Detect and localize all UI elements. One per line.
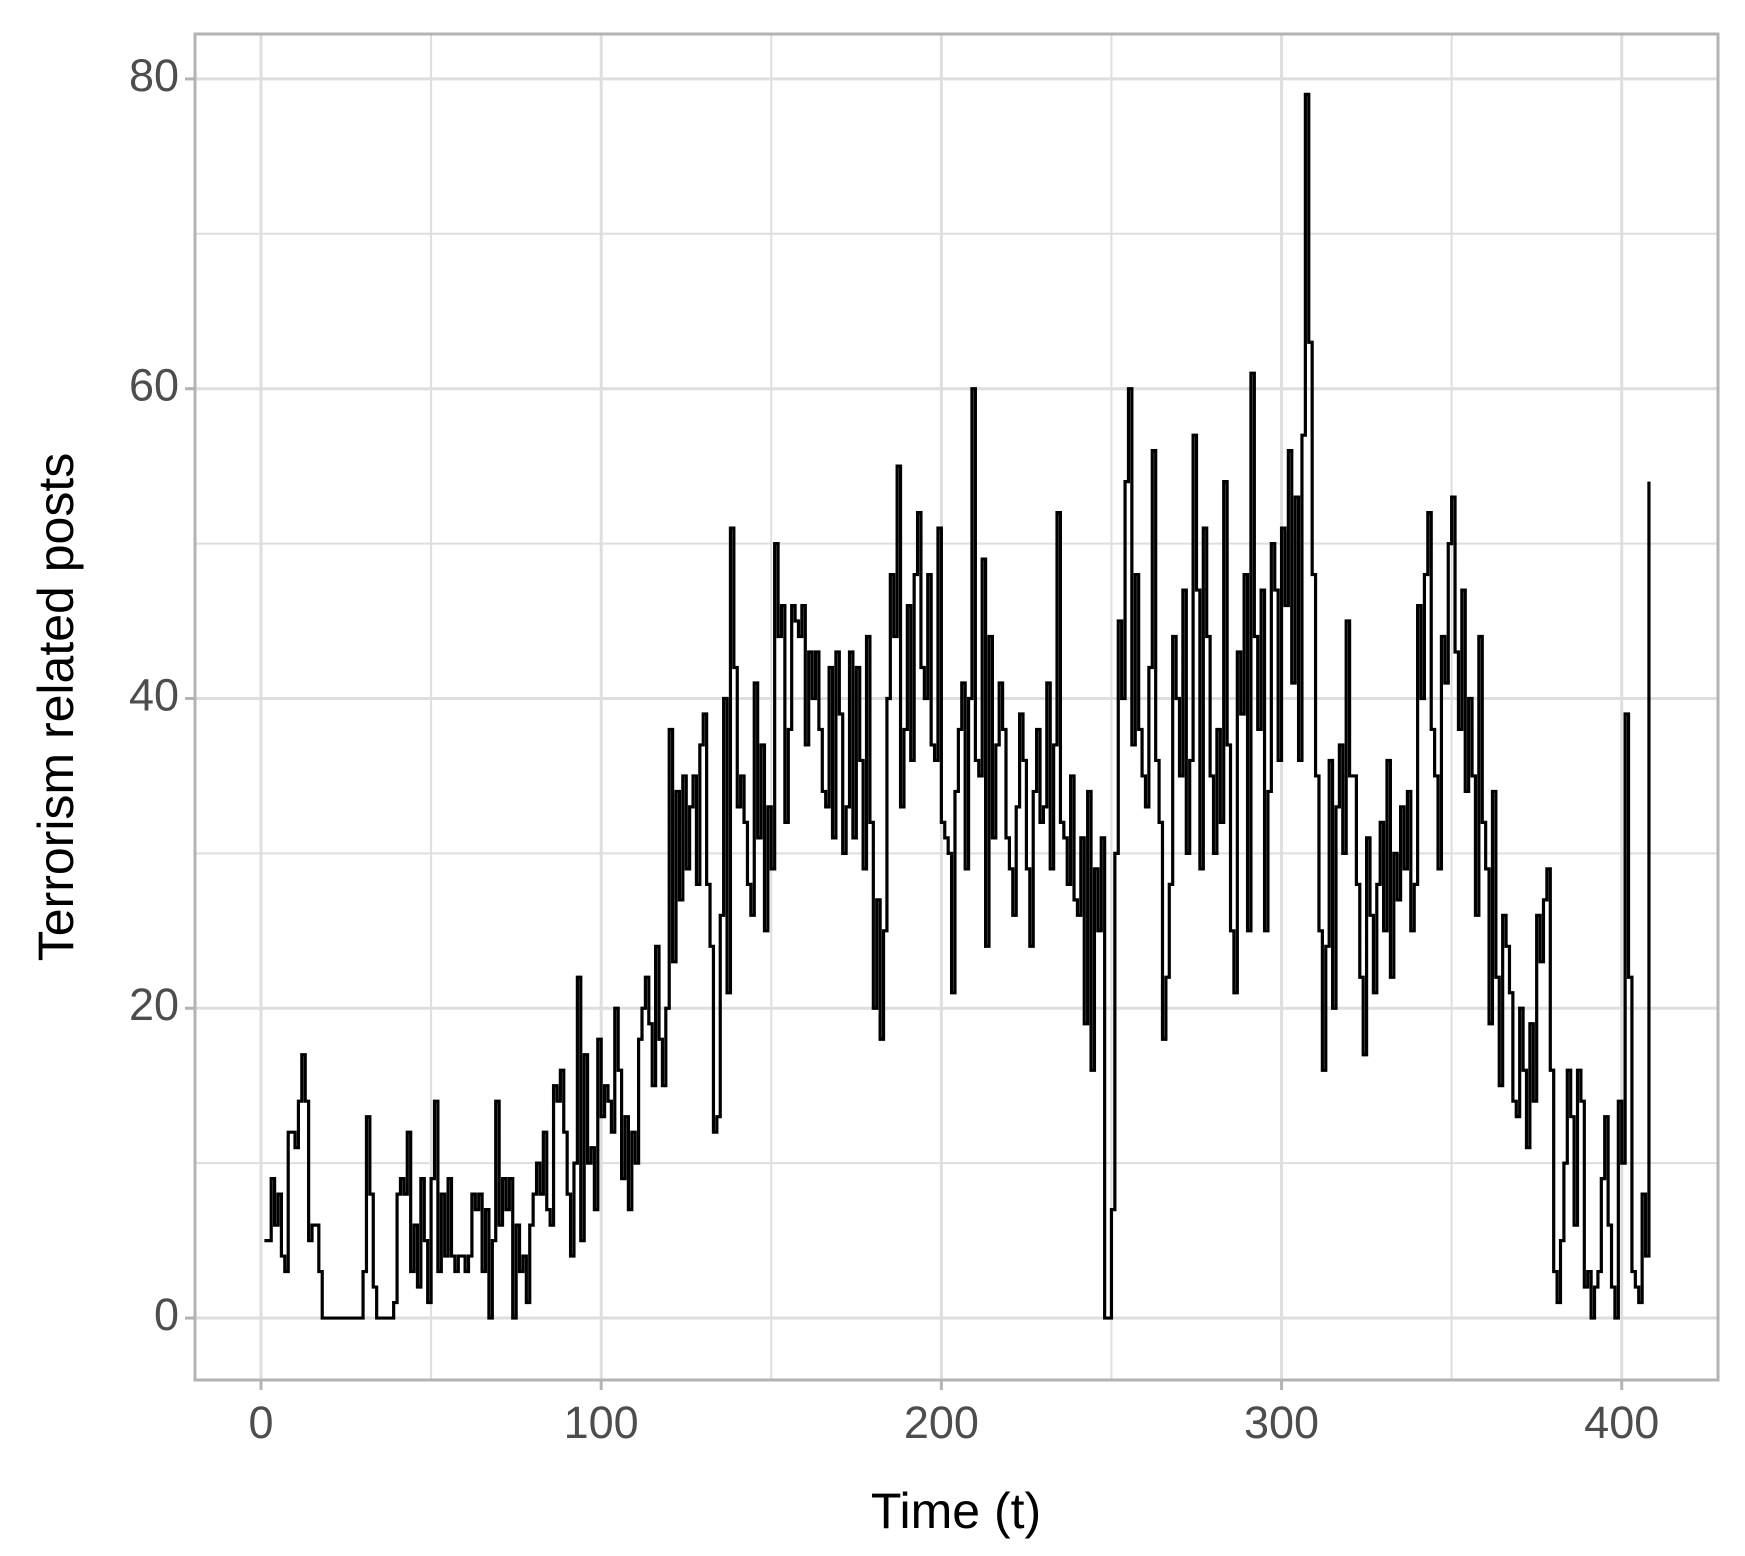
y-tick-label: 80 [129,50,179,101]
y-tick-label: 20 [129,979,179,1030]
x-axis-title: Time (t) [871,1483,1041,1539]
x-tick-label: 100 [564,1397,639,1448]
y-tick-label: 60 [129,360,179,411]
y-tick-label: 40 [129,669,179,720]
x-tick-label: 200 [904,1397,979,1448]
series-line [264,92,1651,1320]
y-tick-label: 0 [154,1289,179,1340]
x-tick-label: 300 [1244,1397,1319,1448]
x-tick-label: 400 [1584,1397,1659,1448]
y-axis-title: Terrorism related posts [28,453,84,962]
panel-border [193,32,1720,1382]
plot-area [264,92,1651,1320]
x-tick-label: 0 [248,1397,273,1448]
